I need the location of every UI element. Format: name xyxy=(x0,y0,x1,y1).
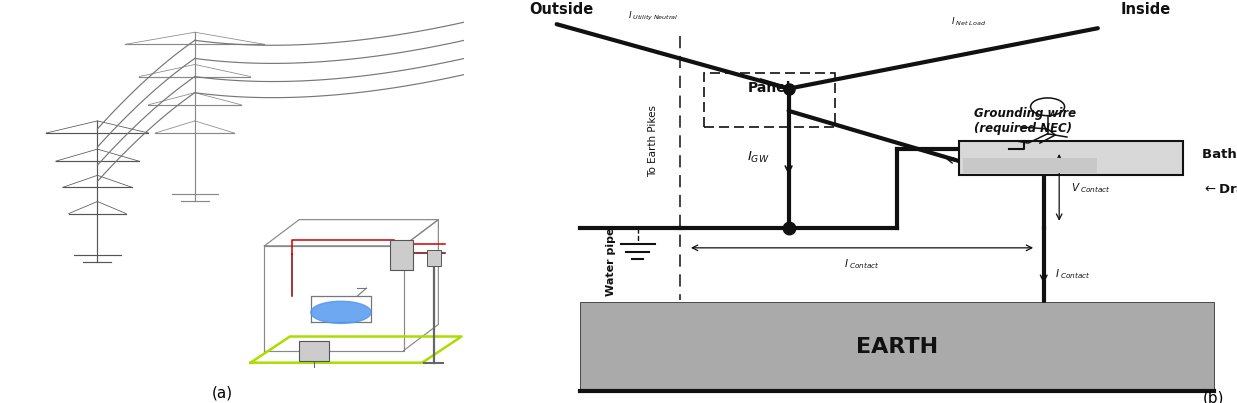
Text: To Earth Pikes: To Earth Pikes xyxy=(648,105,658,177)
Text: $I_{\ Contact}$: $I_{\ Contact}$ xyxy=(1055,267,1091,281)
Bar xyxy=(427,250,440,266)
Text: (a): (a) xyxy=(212,385,234,401)
Text: $I_{\ Net\ Load}$: $I_{\ Net\ Load}$ xyxy=(951,15,986,28)
Text: Water pipe: Water pipe xyxy=(606,228,616,296)
Bar xyxy=(580,302,1213,391)
Bar xyxy=(299,341,329,361)
Text: $I_{GW}$: $I_{GW}$ xyxy=(747,150,769,165)
Text: (b): (b) xyxy=(1204,391,1225,403)
Text: $V_{\ Contact}$: $V_{\ Contact}$ xyxy=(1071,181,1111,195)
Text: Grounding wire
(required NEC): Grounding wire (required NEC) xyxy=(975,107,1076,135)
Text: $\leftarrow$Drain Pipe: $\leftarrow$Drain Pipe xyxy=(1202,181,1237,198)
Text: Panel: Panel xyxy=(747,81,790,96)
Bar xyxy=(390,240,413,270)
Text: Bath tub: Bath tub xyxy=(1202,147,1237,161)
Bar xyxy=(959,141,1183,175)
Bar xyxy=(962,158,1097,173)
Text: EARTH: EARTH xyxy=(856,337,938,357)
Text: Outside: Outside xyxy=(529,2,594,17)
Text: Inside: Inside xyxy=(1121,2,1171,17)
Ellipse shape xyxy=(310,301,371,323)
Text: $I_{\ Utility\ Neutral}$: $I_{\ Utility\ Neutral}$ xyxy=(628,10,679,23)
Text: $I_{\ Contact}$: $I_{\ Contact}$ xyxy=(844,257,880,270)
